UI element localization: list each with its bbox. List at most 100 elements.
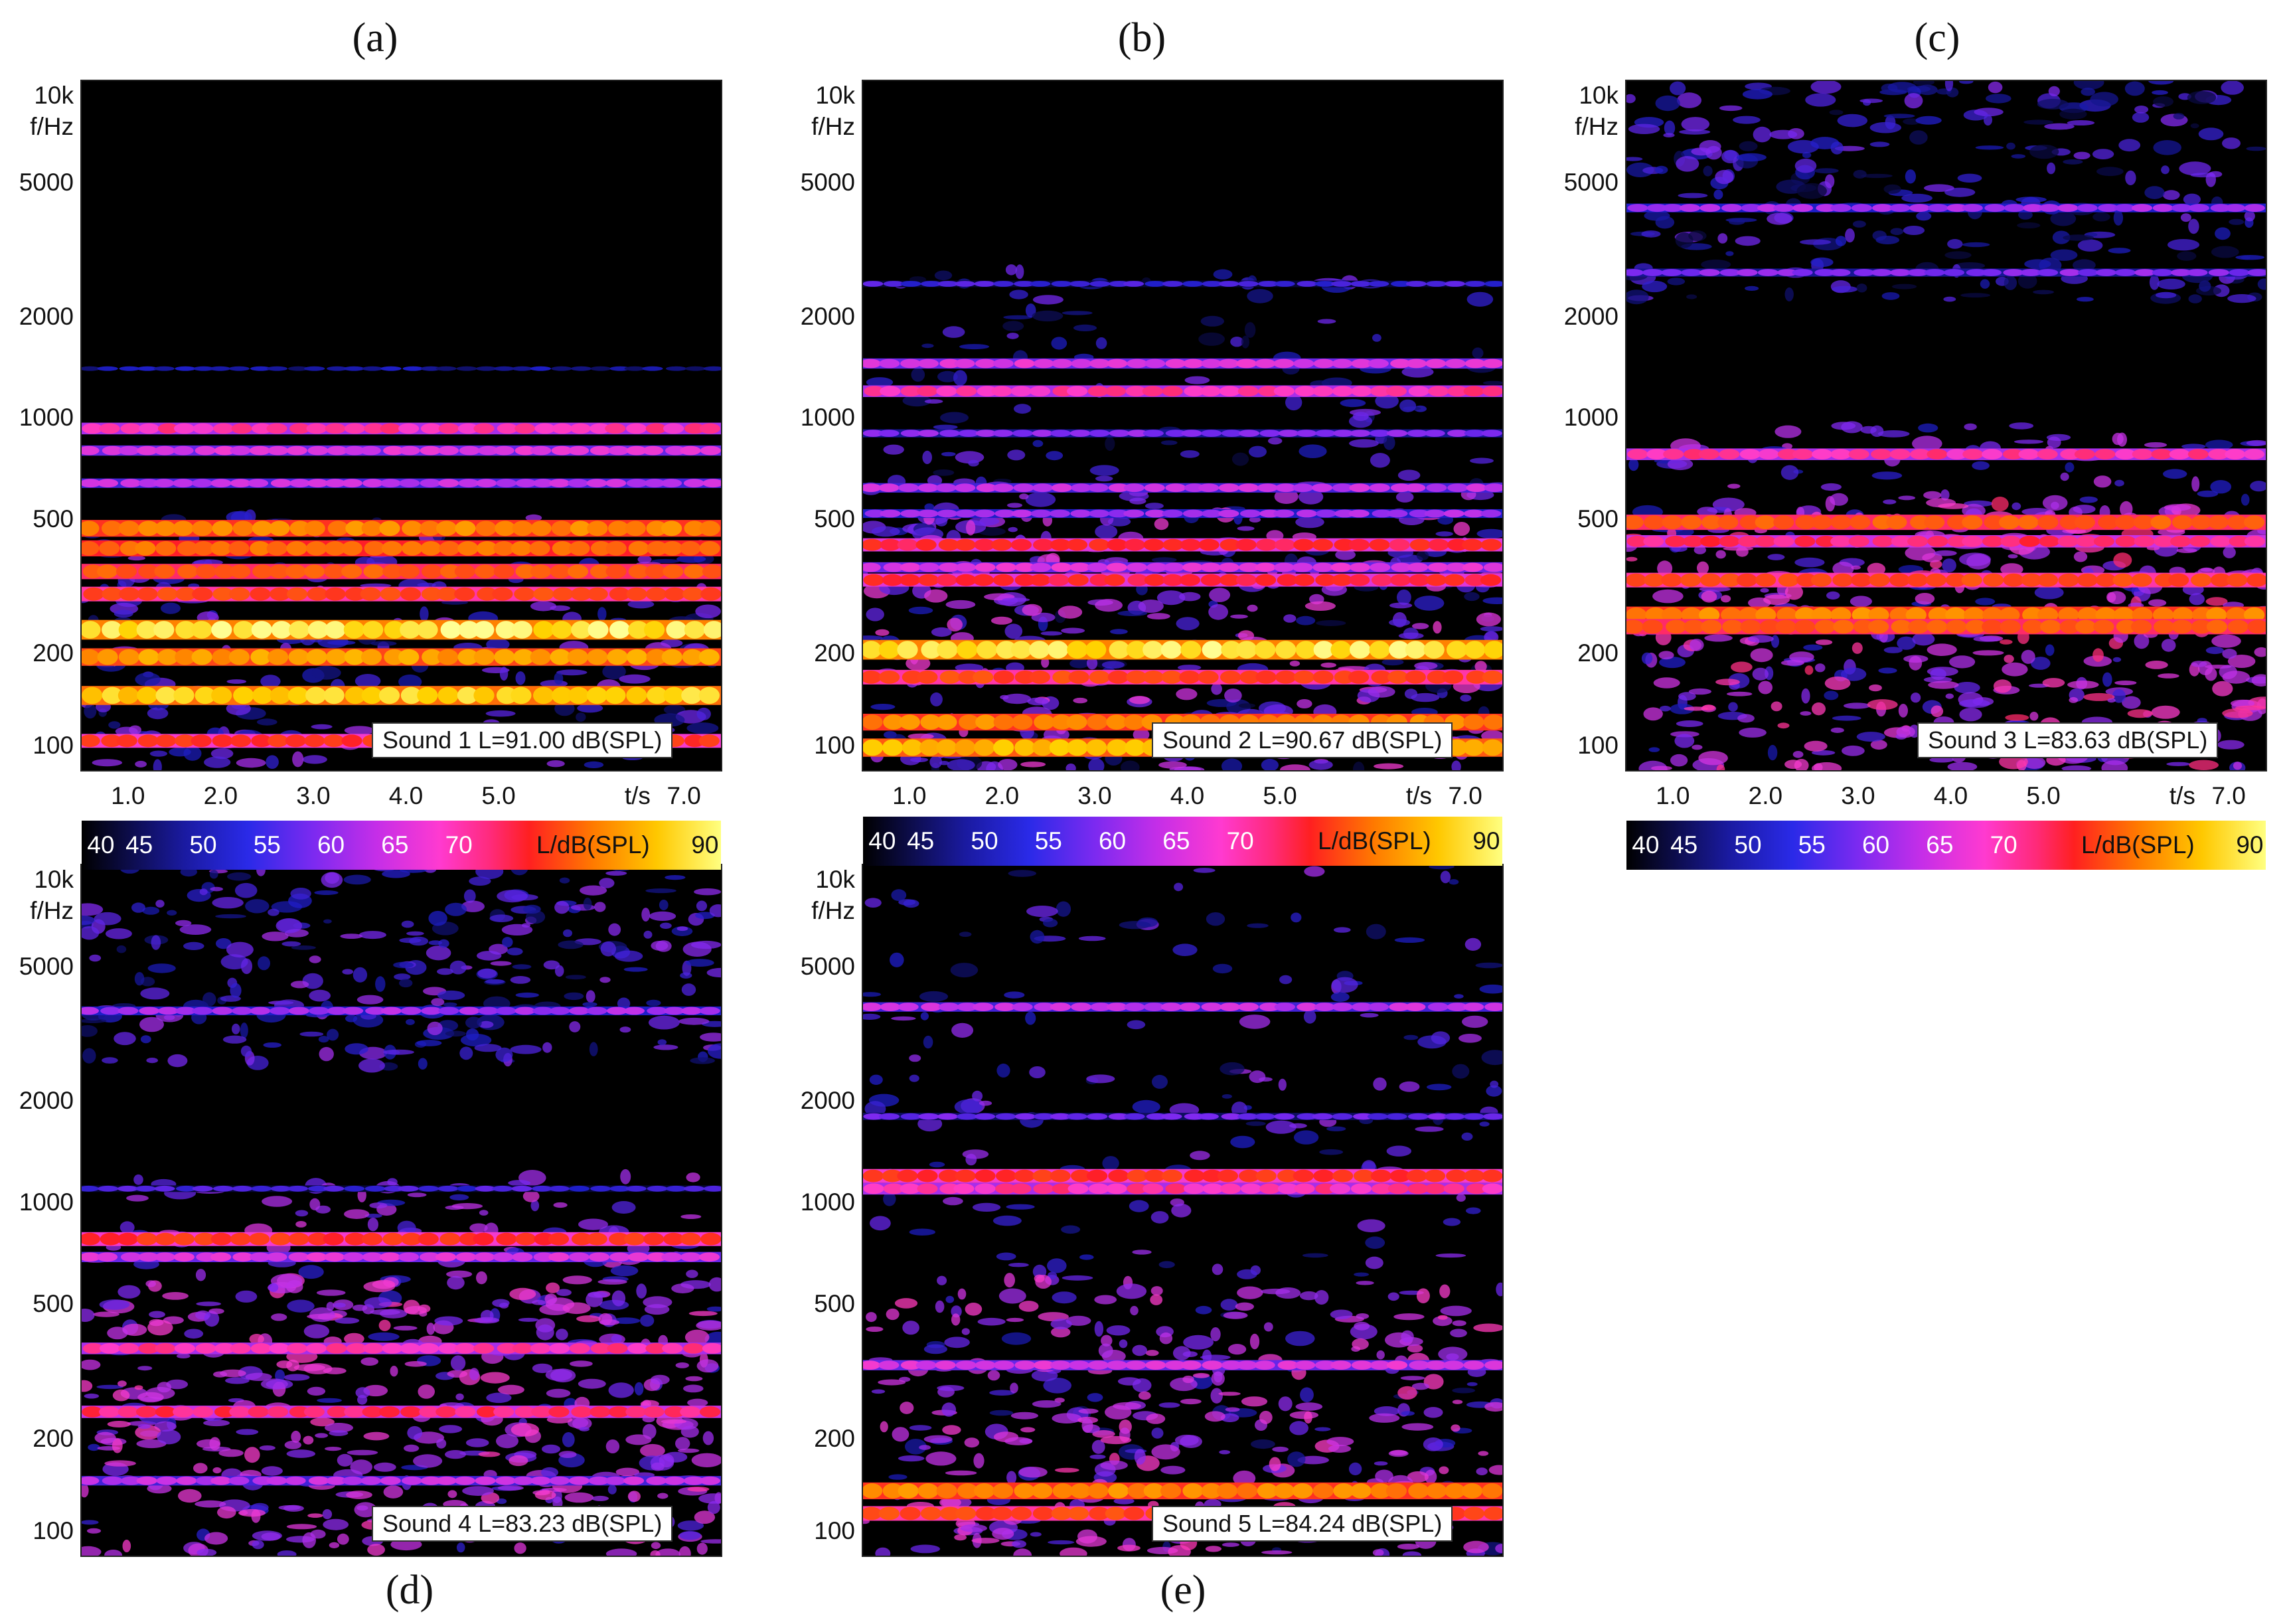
band-blob: [702, 479, 721, 488]
band-blob: [957, 1483, 979, 1499]
band-blob: [2132, 449, 2153, 459]
noise-blob: [2161, 639, 2176, 652]
noise-blob: [108, 721, 121, 729]
noise-blob: [1088, 758, 1105, 770]
noise-blob: [1435, 531, 1453, 536]
band-blob: [82, 423, 103, 434]
noise-blob: [1319, 1149, 1344, 1155]
noise-blob: [589, 1042, 598, 1056]
noise-blob: [951, 1313, 961, 1326]
band-blob: [2003, 573, 2024, 587]
noise-blob: [1230, 614, 1248, 619]
band-blob: [1464, 281, 1486, 287]
noise-blob: [1132, 1250, 1152, 1255]
noise-blob: [1145, 1350, 1159, 1356]
noise-blob: [1013, 1548, 1032, 1556]
band-blob: [1144, 574, 1165, 586]
band-blob: [1872, 204, 1893, 212]
band-blob: [2077, 204, 2098, 212]
noise-blob: [1845, 228, 1855, 243]
noise-blob: [1251, 1439, 1275, 1449]
band-blob: [976, 483, 997, 493]
noise-blob: [1078, 1408, 1099, 1414]
band-blob: [1107, 671, 1129, 684]
band-blob: [384, 621, 405, 639]
band-blob: [663, 564, 684, 579]
band-blob: [1202, 1360, 1223, 1370]
noise-blob: [1014, 404, 1032, 414]
noise-blob: [1911, 692, 1921, 703]
band-blob: [1484, 1360, 1502, 1370]
band-blob: [305, 687, 327, 704]
noise-blob: [1403, 1034, 1419, 1040]
band-blob: [606, 1007, 628, 1015]
band-blob: [2115, 449, 2136, 459]
noise-blob: [197, 1548, 217, 1556]
noise-blob: [485, 710, 516, 717]
noise-blob: [438, 939, 449, 948]
band-blob: [1428, 386, 1449, 397]
noise-blob: [2246, 440, 2266, 446]
spectrogram-plot: [82, 865, 721, 1556]
band-blob: [2020, 269, 2041, 276]
noise-blob: [522, 923, 530, 928]
noise-blob: [677, 1448, 700, 1453]
noise-blob: [2023, 120, 2054, 125]
y-tick-label: 1000: [19, 1188, 74, 1216]
band-blob: [323, 734, 345, 748]
noise-blob: [1653, 677, 1680, 689]
noise-blob: [696, 707, 711, 720]
band-blob: [1030, 562, 1052, 572]
band-blob: [1109, 641, 1130, 659]
band-blob: [1331, 574, 1352, 586]
noise-blob: [135, 760, 147, 768]
noise-blob: [291, 1430, 301, 1443]
noise-blob: [167, 1054, 188, 1068]
band-blob: [1370, 1483, 1391, 1499]
noise-blob: [404, 1361, 427, 1367]
band-blob: [975, 1169, 996, 1182]
noise-blob: [2187, 91, 2217, 104]
band-blob: [192, 1007, 213, 1015]
band-blob: [1127, 1183, 1148, 1194]
band-blob: [342, 1476, 363, 1485]
noise-blob: [554, 672, 564, 685]
noise-blob: [2127, 709, 2153, 718]
noise-blob: [426, 945, 451, 961]
noise-blob: [1285, 394, 1302, 411]
band-blob: [1220, 574, 1241, 586]
noise-blob: [114, 1032, 136, 1046]
band-blob: [1066, 1113, 1087, 1120]
noise-blob: [2144, 442, 2168, 448]
band-blob: [1409, 538, 1431, 551]
band-blob: [380, 1252, 401, 1262]
band-blob: [380, 479, 401, 488]
band-blob: [1293, 671, 1314, 684]
noise-blob: [1100, 1460, 1128, 1471]
noise-blob: [2189, 760, 2219, 770]
band-blob: [993, 671, 1014, 684]
noise-blob: [1944, 187, 1976, 197]
band-blob: [421, 564, 443, 579]
noise-blob: [1980, 279, 1990, 289]
band-blob: [977, 641, 998, 659]
noise-blob: [406, 931, 424, 936]
noise-blob: [1178, 592, 1201, 602]
noise-blob: [1399, 1081, 1420, 1092]
noise-blob: [1972, 461, 1990, 470]
band-blob: [1311, 483, 1333, 493]
band-blob: [495, 1476, 516, 1485]
band-blob: [1391, 562, 1412, 572]
noise-blob: [1986, 94, 2011, 104]
band-blob: [973, 574, 994, 586]
band-blob: [1925, 573, 1946, 587]
noise-blob: [1387, 1292, 1399, 1301]
noise-blob: [176, 1353, 191, 1358]
band-blob: [1871, 449, 1892, 459]
band-blob: [996, 641, 1017, 659]
noise-blob: [2227, 294, 2256, 303]
colorbar-tick: 45: [1670, 831, 1698, 858]
band-blob: [362, 1343, 384, 1354]
band-blob: [399, 446, 420, 455]
band-blob: [567, 649, 588, 665]
